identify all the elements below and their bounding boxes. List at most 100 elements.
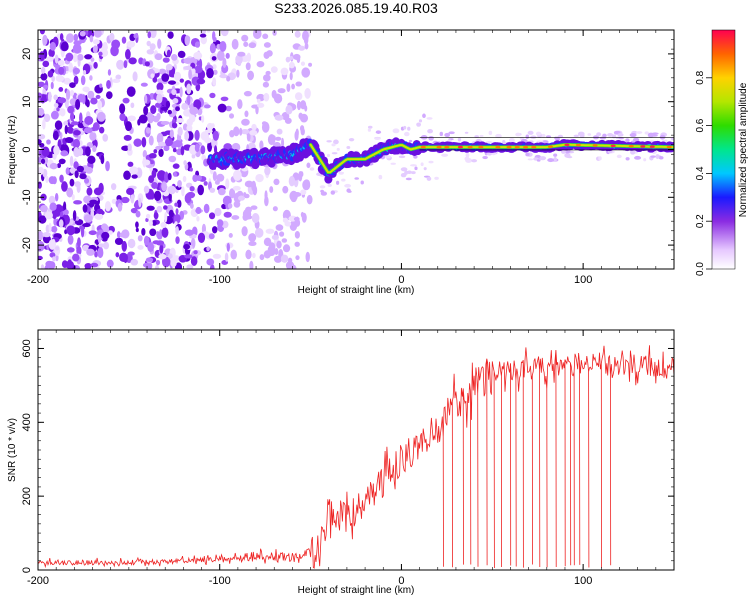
- noise-speck: [335, 180, 340, 185]
- noise-speck: [276, 128, 283, 135]
- noise-speck: [151, 181, 158, 189]
- noise-speck: [57, 60, 65, 66]
- noise-speck: [344, 183, 352, 188]
- noise-speck: [398, 155, 406, 159]
- noise-speck: [226, 75, 231, 82]
- noise-speck: [127, 115, 136, 122]
- noise-speck: [66, 126, 73, 131]
- noise-speck: [209, 92, 216, 99]
- snr-x-tick-label: -100: [209, 575, 231, 587]
- noise-speck: [211, 226, 218, 234]
- noise-speck: [82, 204, 88, 213]
- noise-speck: [226, 242, 230, 252]
- noise-speck: [140, 82, 148, 87]
- noise-speck: [116, 231, 121, 239]
- signal-peak: [640, 145, 646, 148]
- noise-speck: [270, 66, 278, 73]
- noise-speck: [294, 92, 303, 101]
- noise-speck: [296, 100, 302, 111]
- noise-speck: [173, 71, 182, 81]
- noise-speck: [179, 78, 184, 83]
- noise-speck: [156, 82, 164, 91]
- noise-speck: [525, 134, 530, 139]
- noise-speck: [53, 102, 59, 108]
- noise-speck: [246, 132, 251, 142]
- noise-speck: [55, 74, 64, 82]
- noise-speck: [280, 67, 289, 76]
- noise-speck: [79, 112, 83, 124]
- noise-speck: [229, 113, 235, 119]
- noise-speck: [404, 131, 410, 137]
- noise-speck: [69, 90, 75, 96]
- noise-speck: [264, 166, 271, 176]
- noise-speck: [168, 192, 172, 202]
- noise-speck: [149, 43, 156, 51]
- noise-speck: [231, 38, 239, 50]
- noise-speck: [392, 128, 400, 134]
- noise-speck: [206, 67, 214, 79]
- noise-speck: [206, 30, 211, 33]
- noise-speck: [488, 130, 493, 136]
- noise-speck: [69, 98, 77, 106]
- noise-speck: [74, 181, 81, 188]
- spectrogram-x-tick-label: -200: [27, 274, 49, 286]
- noise-speck: [465, 152, 470, 158]
- noise-speck: [183, 57, 193, 64]
- noise-speck: [289, 71, 293, 81]
- noise-speck: [123, 134, 132, 141]
- noise-speck: [212, 130, 219, 141]
- noise-speck: [132, 71, 138, 82]
- noise-speck: [125, 121, 132, 132]
- noise-speck: [573, 134, 580, 138]
- noise-speck: [42, 60, 50, 68]
- noise-speck: [295, 128, 299, 138]
- noise-speck: [90, 262, 99, 268]
- noise-speck: [86, 248, 95, 256]
- noise-speck: [183, 244, 191, 250]
- noise-speck: [286, 83, 291, 92]
- noise-speck: [49, 41, 57, 51]
- noise-speck: [117, 202, 123, 212]
- noise-speck: [553, 153, 558, 157]
- noise-speck: [346, 146, 351, 149]
- noise-speck: [98, 243, 105, 248]
- noise-speck: [119, 232, 128, 238]
- noise-speck: [76, 165, 85, 173]
- noise-speck: [171, 122, 178, 129]
- noise-speck: [354, 177, 360, 180]
- noise-speck: [194, 143, 200, 153]
- noise-speck: [295, 81, 303, 87]
- noise-speck: [171, 54, 178, 61]
- noise-speck: [52, 130, 59, 141]
- noise-speck: [233, 126, 240, 137]
- noise-speck: [282, 185, 289, 194]
- noise-speck: [186, 83, 192, 95]
- noise-speck: [45, 175, 49, 184]
- noise-speck: [208, 233, 215, 240]
- noise-speck: [63, 209, 69, 216]
- noise-speck: [175, 226, 179, 235]
- noise-speck: [223, 211, 232, 218]
- noise-speck: [76, 246, 82, 256]
- noise-speck: [211, 56, 217, 61]
- noise-speck: [96, 208, 104, 215]
- snr-y-tick-label: 400: [21, 413, 33, 431]
- noise-speck: [48, 48, 55, 58]
- noise-speck: [428, 135, 434, 141]
- noise-speck: [83, 214, 93, 223]
- noise-speck: [617, 133, 624, 137]
- noise-speck: [282, 244, 291, 253]
- noise-speck: [237, 61, 242, 67]
- noise-speck: [155, 89, 164, 95]
- noise-speck: [299, 171, 304, 178]
- noise-speck: [47, 70, 54, 78]
- noise-speck: [186, 124, 193, 132]
- snr-y-tick-label: 200: [21, 487, 33, 505]
- noise-speck: [229, 130, 235, 138]
- noise-speck: [168, 155, 177, 163]
- snr-x-tick-label: -200: [27, 575, 49, 587]
- noise-speck: [156, 230, 160, 238]
- noise-speck: [203, 104, 211, 109]
- noise-speck: [221, 220, 229, 229]
- noise-speck: [181, 186, 185, 197]
